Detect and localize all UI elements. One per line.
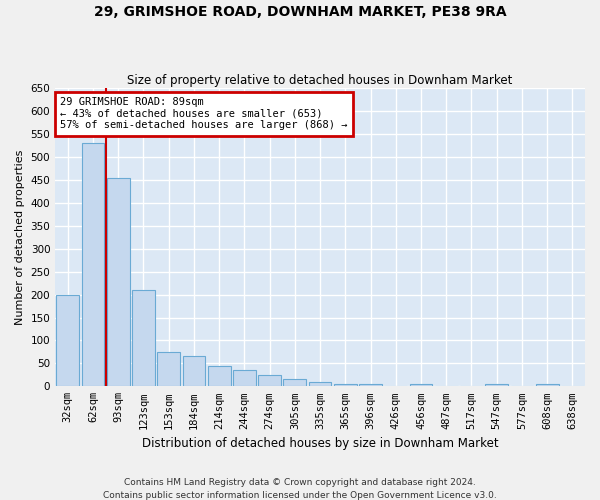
X-axis label: Distribution of detached houses by size in Downham Market: Distribution of detached houses by size … <box>142 437 499 450</box>
Bar <box>82 143 104 386</box>
Bar <box>309 382 331 386</box>
Y-axis label: Number of detached properties: Number of detached properties <box>15 150 25 325</box>
Bar <box>485 384 508 386</box>
Bar <box>536 384 559 386</box>
Text: 29, GRIMSHOE ROAD, DOWNHAM MARKET, PE38 9RA: 29, GRIMSHOE ROAD, DOWNHAM MARKET, PE38 … <box>94 5 506 19</box>
Bar <box>258 375 281 386</box>
Bar <box>107 178 130 386</box>
Bar <box>208 366 230 386</box>
Text: Contains HM Land Registry data © Crown copyright and database right 2024.
Contai: Contains HM Land Registry data © Crown c… <box>103 478 497 500</box>
Bar <box>283 380 306 386</box>
Bar <box>233 370 256 386</box>
Bar <box>334 384 356 386</box>
Text: 29 GRIMSHOE ROAD: 89sqm
← 43% of detached houses are smaller (653)
57% of semi-d: 29 GRIMSHOE ROAD: 89sqm ← 43% of detache… <box>61 97 348 130</box>
Bar <box>132 290 155 386</box>
Bar <box>56 294 79 386</box>
Bar <box>410 384 433 386</box>
Bar <box>359 384 382 386</box>
Title: Size of property relative to detached houses in Downham Market: Size of property relative to detached ho… <box>127 74 513 87</box>
Bar <box>182 356 205 386</box>
Bar <box>157 352 180 386</box>
